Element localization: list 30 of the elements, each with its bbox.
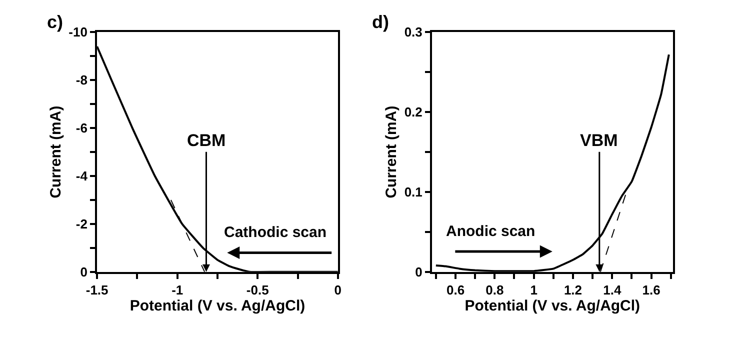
y-tick-label: 0 <box>80 264 88 280</box>
x-tick-label: 1.6 <box>642 282 660 298</box>
y-tick-label: 0.3 <box>404 24 422 40</box>
annotation: VBM <box>580 131 618 150</box>
x-tick-label: 1.2 <box>564 282 582 298</box>
x-tick-label: 0 <box>334 282 342 298</box>
annotation: CBM <box>187 131 226 150</box>
y-tick-label: 0 <box>415 264 422 280</box>
x-tick-label: 0.6 <box>446 282 465 298</box>
x-tick-label: -0.5 <box>246 282 269 298</box>
y-tick-label: 0.2 <box>404 104 422 120</box>
x-axis-title: Potential (V vs. Ag/AgCl) <box>130 297 306 314</box>
x-tick-label: -1 <box>172 282 184 298</box>
chart-title: d) <box>372 12 389 32</box>
y-tick-label: -4 <box>76 168 88 184</box>
chart-title: c) <box>47 12 64 32</box>
x-tick-label: -1.5 <box>86 282 108 298</box>
x-tick-label: 1.4 <box>603 282 622 298</box>
annotation: Cathodic scan <box>224 224 327 241</box>
y-tick-label: -2 <box>76 216 88 232</box>
y-axis-title: Current (mA) <box>383 106 400 198</box>
y-axis-title: Current (mA) <box>47 106 64 198</box>
y-tick-label: -6 <box>76 120 88 136</box>
annotation: Anodic scan <box>446 223 536 240</box>
x-tick-label: 0.8 <box>486 282 504 298</box>
x-tick-label: 1 <box>530 282 538 298</box>
y-tick-label: -8 <box>76 72 88 88</box>
y-tick-label: -10 <box>68 24 88 40</box>
y-tick-label: 0.1 <box>404 184 422 200</box>
x-axis-title: Potential (V vs. Ag/AgCl) <box>464 297 640 314</box>
